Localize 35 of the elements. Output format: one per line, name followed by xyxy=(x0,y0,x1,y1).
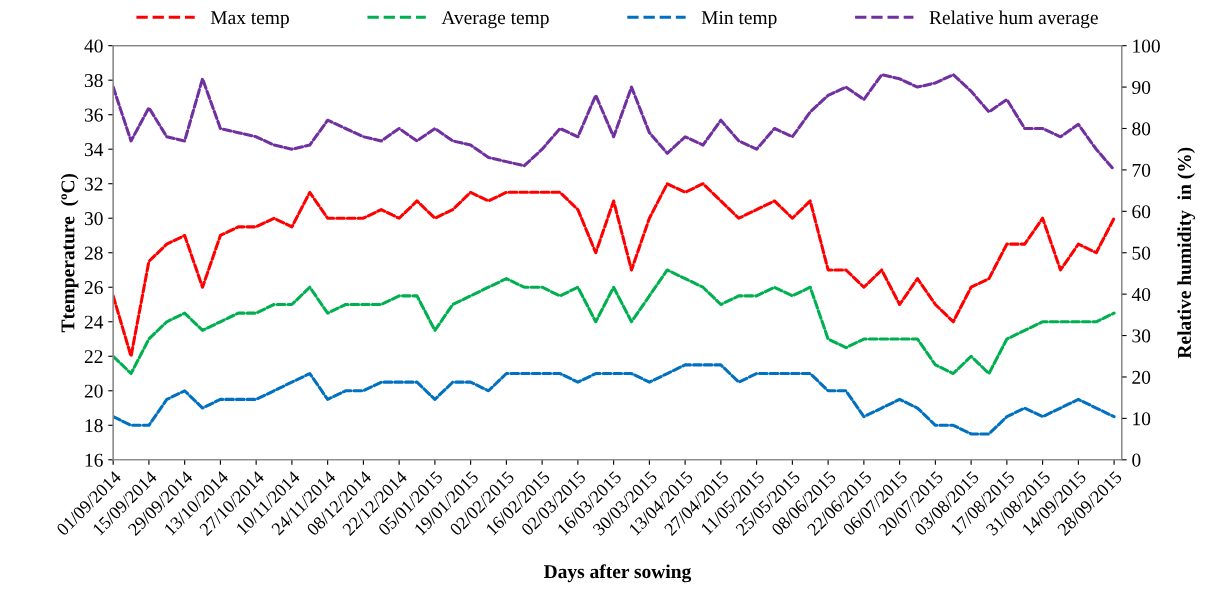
y-tick-label: 22 xyxy=(84,350,103,364)
y2-tick-label: 20 xyxy=(1132,370,1151,384)
y2-tick-label: 60 xyxy=(1132,205,1151,219)
y2-tick-label: 0 xyxy=(1132,453,1141,467)
y-tick-label: 20 xyxy=(84,384,103,398)
line-series xyxy=(113,182,1116,358)
x-axis-title: Days after sowing xyxy=(543,564,692,583)
y-tick-label: 18 xyxy=(85,419,103,433)
line-series xyxy=(113,363,1116,436)
y-tick-label: 28 xyxy=(84,246,103,260)
y2-axis-title: Relative humidity in (%) xyxy=(1177,147,1195,359)
line-series xyxy=(113,73,1116,172)
legend-label: Min temp xyxy=(701,11,777,29)
y2-tick-label: 80 xyxy=(1132,122,1151,136)
line-series xyxy=(113,268,1116,376)
y-tick-label: 32 xyxy=(84,177,103,191)
legend-label: Relative hum average xyxy=(929,10,1098,29)
y-tick-label: 24 xyxy=(84,315,104,329)
y-tick-label: 38 xyxy=(84,74,103,88)
legend-label: Max temp xyxy=(210,11,289,29)
y-tick-label: 16 xyxy=(85,453,103,467)
y-tick-label: 30 xyxy=(84,212,103,226)
y-tick-label: 26 xyxy=(84,281,103,295)
y2-tick-label: 10 xyxy=(1133,412,1151,426)
legend-label: Average temp xyxy=(441,11,549,29)
y2-tick-label: 50 xyxy=(1132,246,1151,260)
y-tick-label: 40 xyxy=(84,39,103,53)
y-axis-title: Ttemperature (ºC) xyxy=(60,173,79,333)
y2-tick-label: 90 xyxy=(1132,80,1151,95)
y-tick-label: 34 xyxy=(84,143,104,157)
y2-tick-label: 100 xyxy=(1133,39,1160,53)
y2-tick-label: 70 xyxy=(1132,163,1151,177)
y2-tick-label: 40 xyxy=(1131,287,1151,302)
y2-tick-label: 30 xyxy=(1132,329,1151,343)
y-tick-label: 36 xyxy=(84,108,103,122)
